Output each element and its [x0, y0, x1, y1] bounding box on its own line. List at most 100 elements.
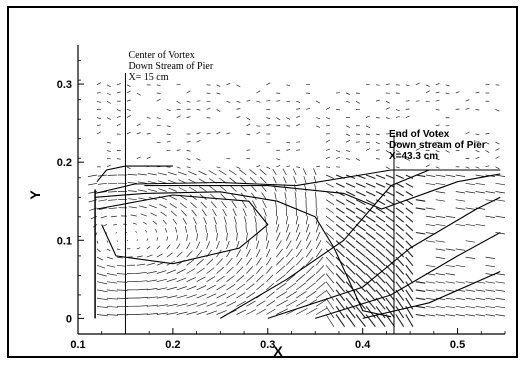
velocity-vector [223, 216, 227, 225]
velocity-vector [375, 191, 386, 197]
velocity-vector [385, 83, 390, 86]
velocity-vector [345, 92, 351, 95]
velocity-vector [150, 212, 157, 217]
velocity-vector [232, 208, 237, 217]
velocity-vector [365, 207, 376, 214]
velocity-vector [485, 150, 490, 153]
velocity-vector [295, 215, 299, 225]
velocity-vector [465, 166, 470, 169]
velocity-vector [485, 297, 496, 300]
velocity-vector [435, 223, 446, 227]
velocity-vector [96, 297, 108, 301]
velocity-vector [266, 99, 271, 102]
velocity-vector [188, 186, 197, 192]
velocity-vector [256, 283, 265, 291]
velocity-vector [336, 109, 340, 111]
velocity-vector [365, 264, 376, 275]
velocity-vector [385, 232, 395, 240]
velocity-vector [295, 256, 304, 266]
velocity-vector [226, 82, 231, 86]
velocity-vector [395, 109, 400, 112]
velocity-vector [305, 231, 311, 241]
velocity-vector [96, 289, 108, 293]
velocity-vector [108, 207, 117, 210]
velocity-vector [256, 100, 261, 103]
velocity-vector [285, 232, 291, 241]
streamline [95, 191, 392, 318]
velocity-vector [435, 215, 446, 218]
velocity-vector [208, 170, 217, 176]
velocity-vector [306, 83, 311, 86]
velocity-vector [283, 176, 287, 184]
velocity-vector [95, 232, 98, 236]
velocity-vector [186, 234, 189, 241]
velocity-vector [385, 207, 395, 214]
velocity-vector [136, 263, 146, 266]
velocity-vector [375, 207, 386, 214]
velocity-vector [97, 182, 107, 185]
velocity-vector [294, 192, 297, 200]
velocity-vector [385, 248, 395, 258]
velocity-vector [176, 251, 183, 258]
velocity-vector [176, 268, 186, 274]
velocity-vector [127, 182, 137, 184]
velocity-vector [415, 297, 426, 301]
velocity-vector [176, 286, 187, 291]
velocity-vector [165, 228, 168, 233]
velocity-vector [146, 288, 158, 291]
velocity-vector [98, 207, 107, 211]
velocity-vector [293, 176, 297, 184]
velocity-vector [346, 158, 350, 160]
velocity-vector [335, 289, 346, 301]
velocity-vector [385, 166, 390, 170]
velocity-vector [216, 258, 223, 266]
velocity-vector [176, 303, 188, 307]
velocity-vector [455, 314, 466, 317]
velocity-vector [365, 240, 376, 249]
velocity-vector [296, 123, 301, 127]
velocity-vector [375, 182, 386, 188]
velocity-vector [246, 283, 255, 291]
annotation-text: End of Votex [389, 129, 450, 140]
annotation-text: X=43.3 cm [389, 151, 438, 162]
velocity-vector [126, 84, 131, 88]
velocity-vector [110, 215, 117, 218]
velocity-vector [345, 199, 356, 206]
velocity-vector [166, 303, 178, 307]
velocity-vector [108, 199, 117, 201]
velocity-vector [325, 182, 334, 188]
velocity-vector [355, 191, 366, 197]
velocity-vector [242, 208, 247, 217]
velocity-vector [226, 100, 231, 103]
velocity-vector [266, 274, 274, 282]
velocity-vector [355, 281, 366, 293]
velocity-vector [485, 141, 490, 145]
velocity-vector [135, 231, 138, 233]
velocity-vector [176, 83, 181, 86]
velocity-vector [179, 202, 187, 209]
velocity-vector [395, 273, 405, 284]
velocity-vector [325, 248, 335, 258]
velocity-vector [325, 232, 335, 240]
velocity-vector [126, 99, 131, 102]
velocity-vector [455, 91, 460, 94]
velocity-vector [103, 223, 108, 227]
velocity-vector [325, 215, 335, 223]
velocity-vector [435, 240, 446, 243]
velocity-vector [156, 237, 159, 241]
velocity-vector [245, 224, 247, 233]
velocity-vector [395, 240, 405, 249]
velocity-vector [355, 182, 366, 188]
velocity-vector [305, 215, 309, 225]
velocity-vector [445, 264, 456, 268]
velocity-vector [256, 165, 261, 168]
velocity-vector [465, 314, 476, 317]
velocity-vector [305, 240, 312, 250]
velocity-vector [256, 90, 261, 94]
velocity-vector [385, 256, 395, 267]
velocity-vector [216, 84, 221, 87]
velocity-vector [256, 300, 266, 307]
velocity-vector [231, 200, 237, 209]
velocity-vector [157, 172, 167, 176]
velocity-vector [142, 221, 147, 225]
